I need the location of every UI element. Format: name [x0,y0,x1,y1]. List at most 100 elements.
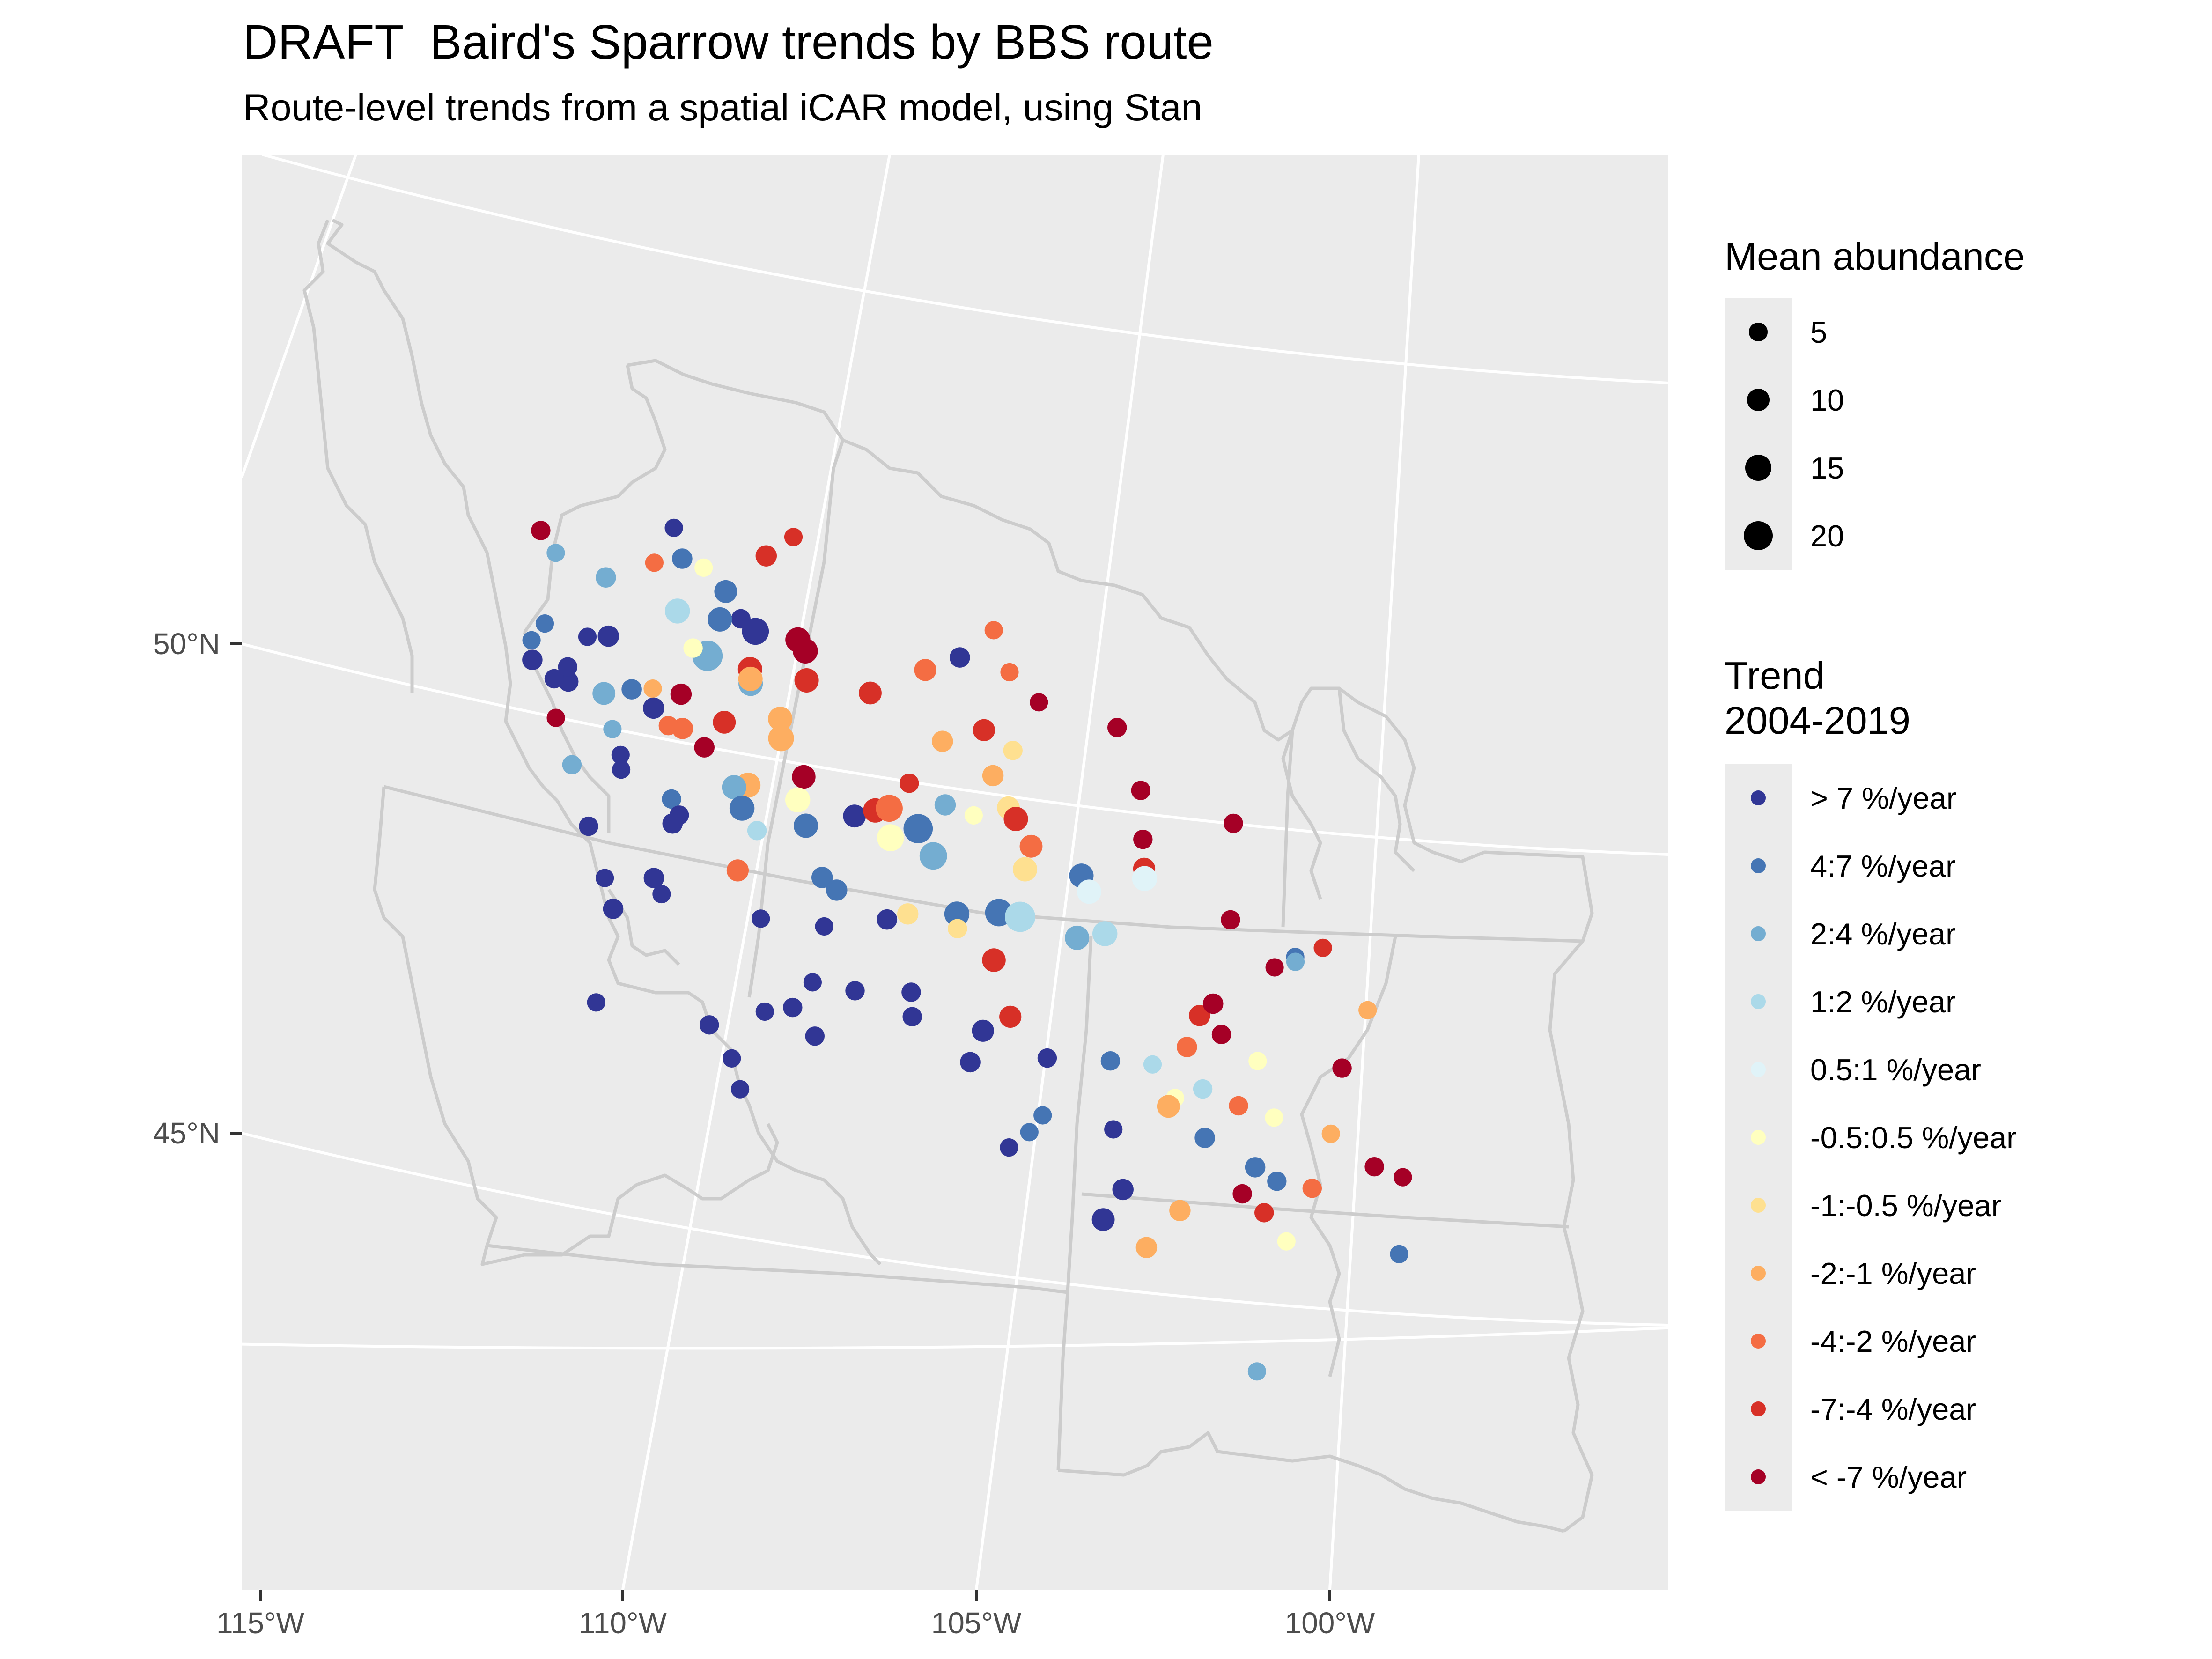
boundary-dakota-split [1056,936,1093,1471]
route-point [670,683,692,705]
route-point [914,659,936,681]
route-point [877,909,898,930]
route-point [768,725,794,752]
route-point [531,521,551,540]
route-point [843,804,866,828]
legend-trend-label: 4:7 %/year [1810,849,1956,883]
route-point [768,707,793,731]
legend-abundance-row: 20 [1725,502,2146,570]
route-point [1133,829,1153,849]
boundary-alberta-east [302,219,414,693]
boundary-ne-corner [1484,850,1594,1533]
route-point [1177,1037,1197,1057]
route-point [973,719,995,741]
route-point [811,867,833,888]
legend-abundance-label: 5 [1810,315,1828,349]
legend-color-dot [1751,1401,1766,1416]
graticule-meridian-100-line [1328,155,1420,1590]
route-point [901,982,921,1002]
graticule-parallel-mid [242,642,1668,856]
route-point [1100,1051,1121,1071]
legend-trend: > 7 %/year 4:7 %/year 2:4 %/year 1:2 %/year… [1725,764,2146,1511]
legend-trend-row: > 7 %/year [1725,764,2146,832]
route-point [562,755,582,774]
legend-abundance-label: 15 [1810,451,1844,485]
x-label-110: 110°W [579,1606,667,1640]
route-point [784,528,803,546]
route-point [708,607,732,632]
map-subtitle: Route-level trends from a spatial iCAR m… [243,87,1202,129]
graticule-parallel-south [242,1132,1668,1327]
route-point [683,638,703,658]
route-point [1302,1179,1322,1198]
route-point [665,598,690,624]
route-point [794,813,818,838]
legend-trend-label: < -7 %/year [1810,1460,1967,1494]
route-point [919,842,947,870]
route-point [1321,1124,1340,1143]
route-point [1003,741,1023,760]
legend-abundance-label: 20 [1810,519,1844,553]
route-point [964,806,983,825]
legend-trend-row: 1:2 %/year [1725,968,2146,1036]
legend-color-dot [1751,790,1766,805]
route-point [902,1007,922,1026]
route-point [596,567,616,588]
route-point [1211,1025,1231,1044]
route-point [1194,1128,1215,1148]
route-point [845,981,865,1001]
route-point [794,668,819,693]
route-point [1065,925,1090,950]
legend-abundance-row: 15 [1725,434,2146,502]
route-point [1277,1232,1296,1251]
route-point [903,814,933,843]
route-point [960,1052,981,1073]
legend-color-dot [1751,994,1766,1009]
route-point [578,627,597,646]
route-points [522,518,1412,1381]
boundary-alberta-west [326,218,559,802]
y-label-45: 45°N [153,1116,220,1150]
boundary-lake-manitoba [1337,688,1416,872]
legend-trend-label: -1:-0.5 %/year [1810,1188,2002,1223]
route-point [1143,1055,1162,1074]
route-point [1313,938,1332,957]
route-point [535,614,554,633]
route-point [1169,1200,1191,1221]
route-point [1107,718,1127,737]
route-point [700,1015,719,1035]
legend-abundance-row: 5 [1725,298,2146,366]
route-point [1267,1172,1287,1191]
boundary-wyoming-north [487,1244,1068,1294]
route-point [1005,901,1035,932]
route-point [544,669,564,689]
route-point [950,647,970,668]
route-point [1000,663,1019,682]
route-point [592,682,616,705]
route-point [652,885,671,904]
route-point [1132,866,1158,891]
route-point [1189,1005,1210,1026]
route-point [1135,1237,1158,1258]
route-point [1202,993,1224,1014]
route-point [1390,1245,1408,1263]
legend-trend-row: 4:7 %/year [1725,832,2146,900]
route-point [1077,879,1101,904]
axis-labels: 50°N 45°N 115°W 110°W 105°W 100°W [153,627,1375,1640]
route-point [1232,1184,1252,1204]
x-label-115: 115°W [216,1606,305,1640]
route-point [546,544,565,562]
legend-trend-label: 0.5:1 %/year [1810,1053,1981,1087]
route-point [1224,813,1243,833]
route-point [1394,1168,1412,1187]
route-point [826,879,848,901]
route-point [658,716,678,736]
legend-abundance-title: Mean abundance [1725,235,2025,278]
legend-color-dot [1751,1062,1766,1077]
route-point [876,795,903,822]
legend-color-dot [1751,1130,1766,1145]
route-point [722,775,746,800]
route-point [714,580,737,603]
route-point [1037,1048,1057,1068]
